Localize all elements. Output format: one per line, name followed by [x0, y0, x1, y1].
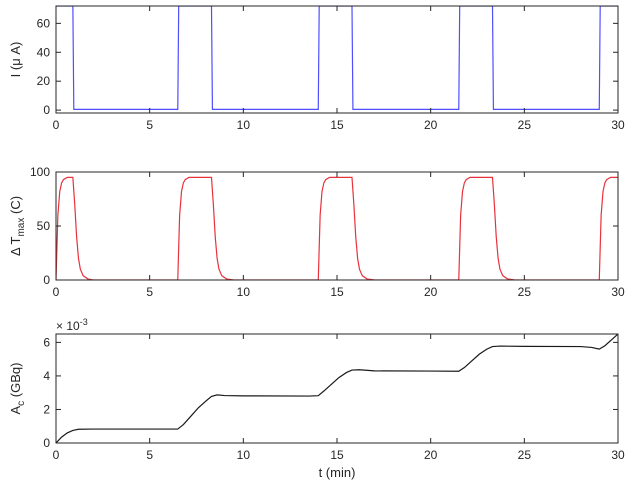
current-panel: 0 5 10 15 20 25 30 0 20 40 60 I (μ A) — [8, 5, 625, 132]
current-xtick-label: 5 — [146, 118, 153, 132]
activity-ylabel-tail: (GBq) — [8, 363, 23, 401]
current-xtick-label: 30 — [611, 118, 625, 132]
current-ytick-label: 20 — [37, 74, 51, 88]
current-xtick-label: 10 — [237, 118, 251, 132]
y-scale-multiplier: × 10-3 — [56, 317, 88, 333]
temperature-ylabel-sub: max — [16, 218, 27, 237]
temperature-ytick-label: 100 — [30, 165, 50, 179]
activity-plot-area — [56, 334, 618, 443]
current-ytick-label: 40 — [37, 45, 51, 59]
temperature-ylabel: Δ Tmax (C) — [8, 196, 27, 256]
current-xtick-label: 15 — [330, 118, 344, 132]
activity-series-line — [56, 334, 618, 443]
temperature-xtick-label: 10 — [237, 285, 251, 299]
activity-ylabel-sub: c — [16, 401, 27, 406]
current-ytick-label: 0 — [43, 103, 50, 117]
temperature-xtick-label: 5 — [146, 285, 153, 299]
y-scale-base: × 10 — [56, 319, 80, 333]
y-scale-exponent: -3 — [80, 317, 88, 327]
temperature-ytick-label: 50 — [37, 219, 51, 233]
temperature-xtick-label: 0 — [53, 285, 60, 299]
current-xtick-label: 25 — [518, 118, 532, 132]
temperature-xtick-label: 25 — [518, 285, 532, 299]
activity-panel: 0 5 10 15 20 25 30 0 2 4 6 Ac (GBq) t (min) × 10-3 — [8, 317, 625, 480]
temperature-plot-area — [56, 172, 618, 280]
activity-xtick-label: 10 — [237, 448, 251, 462]
activity-xtick-label: 30 — [611, 448, 625, 462]
activity-ytick-label: 4 — [43, 369, 50, 383]
current-xtick-label: 20 — [424, 118, 438, 132]
temperature-panel: 0 5 10 15 20 25 30 0 50 100 Δ Tmax (C) — [8, 165, 625, 299]
activity-ytick-label: 2 — [43, 402, 50, 416]
current-plot-area — [56, 6, 618, 113]
temperature-xtick-label: 20 — [424, 285, 438, 299]
activity-xtick-label: 0 — [53, 448, 60, 462]
activity-ylabel-main: A — [8, 405, 23, 414]
temperature-ytick-label: 0 — [43, 273, 50, 287]
activity-xtick-label: 5 — [146, 448, 153, 462]
activity-ytick-label: 0 — [43, 436, 50, 450]
current-ylabel: I (μ A) — [8, 42, 23, 78]
activity-xtick-label: 15 — [330, 448, 344, 462]
activity-xtick-label: 20 — [424, 448, 438, 462]
activity-ytick-label: 6 — [43, 335, 50, 349]
temperature-ylabel-main: Δ T — [8, 236, 23, 256]
activity-xtick-label: 25 — [518, 448, 532, 462]
current-ytick-label: 60 — [37, 16, 51, 30]
activity-ylabel: Ac (GBq) — [8, 363, 27, 415]
current-series-line — [56, 6, 618, 110]
temperature-ylabel-tail: (C) — [8, 196, 23, 218]
temperature-xtick-label: 15 — [330, 285, 344, 299]
temperature-series-line — [56, 176, 618, 280]
current-xtick-label: 0 — [53, 118, 60, 132]
x-axis-label: t (min) — [319, 465, 356, 480]
temperature-xtick-label: 30 — [611, 285, 625, 299]
